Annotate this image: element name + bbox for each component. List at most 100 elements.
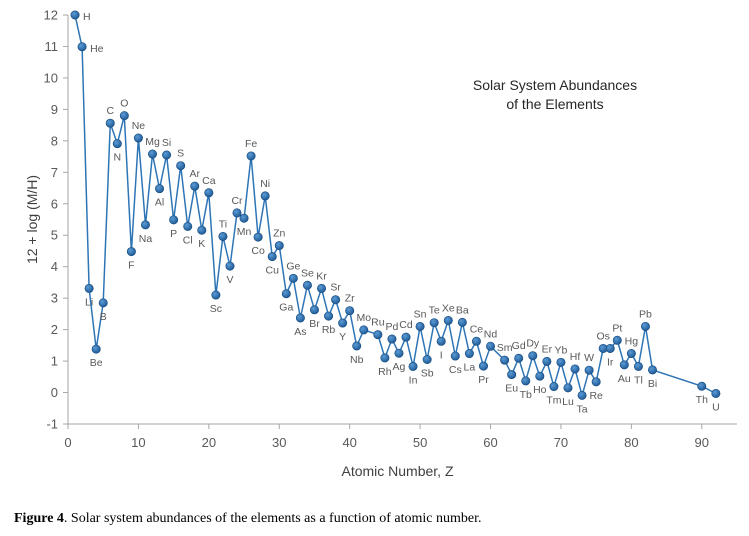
data-point-mn [239, 213, 249, 223]
data-label-al: Al [155, 197, 164, 209]
data-label-pr: Pr [478, 374, 489, 386]
y-tick-label: 3 [51, 291, 58, 306]
data-label-pt: Pt [612, 322, 622, 334]
x-tick-label: 70 [554, 435, 568, 450]
data-label-hg: Hg [625, 336, 639, 348]
data-point-cr [232, 208, 242, 218]
data-label-s: S [177, 148, 184, 160]
data-label-cs: Cs [449, 364, 462, 376]
data-point-cd [401, 332, 411, 342]
data-label-sr: Sr [330, 282, 341, 294]
data-label-ni: Ni [260, 178, 270, 190]
figure-caption-label: Figure 4 [14, 511, 64, 526]
data-label-zn: Zn [273, 228, 285, 240]
data-label-u: U [712, 401, 720, 413]
data-point-n [112, 139, 122, 149]
figure-caption: Figure 4. Solar system abundances of the… [14, 511, 481, 527]
data-label-w: W [584, 352, 594, 364]
data-point-gd [514, 353, 524, 363]
data-label-mn: Mn [237, 226, 252, 238]
data-label-pd: Pd [386, 321, 399, 333]
data-point-u [711, 388, 721, 398]
data-point-f [126, 247, 136, 257]
data-label-br: Br [309, 318, 320, 330]
data-label-mo: Mo [356, 312, 371, 324]
data-point-dy [528, 351, 538, 361]
data-point-w [584, 365, 594, 375]
data-label-er: Er [542, 343, 553, 355]
data-point-kr [317, 283, 327, 293]
data-label-i: I [440, 349, 443, 361]
data-point-la [464, 349, 474, 359]
data-point-bi [647, 365, 657, 375]
data-label-rh: Rh [378, 366, 392, 378]
data-label-p: P [170, 228, 177, 240]
data-point-p [169, 215, 179, 225]
chart-title-line-1: Solar System Abundances [473, 77, 637, 93]
data-point-yb [556, 357, 566, 367]
data-point-zr [345, 306, 355, 316]
y-tick-label: 8 [51, 133, 58, 148]
data-point-ga [281, 289, 291, 299]
data-point-cs [450, 351, 460, 361]
data-point-mo [359, 325, 369, 335]
data-label-lu: Lu [562, 396, 574, 408]
data-label-nb: Nb [350, 354, 364, 366]
x-tick-label: 90 [695, 435, 709, 450]
data-point-zn [274, 241, 284, 251]
data-label-tb: Tb [520, 389, 532, 401]
data-label-na: Na [139, 233, 153, 245]
data-point-hg [626, 349, 636, 359]
chart-title-line-2: of the Elements [506, 96, 603, 112]
data-point-fe [246, 151, 256, 161]
data-label-ir: Ir [607, 356, 614, 368]
data-label-zr: Zr [345, 293, 355, 305]
data-label-ne: Ne [132, 120, 146, 132]
data-point-h [70, 10, 80, 20]
data-point-ti [218, 231, 228, 241]
data-label-cd: Cd [399, 319, 413, 331]
data-point-k [197, 225, 207, 235]
data-label-dy: Dy [526, 338, 540, 350]
data-label-kr: Kr [316, 270, 327, 282]
data-point-er [542, 356, 552, 366]
data-label-in: In [409, 374, 418, 386]
data-point-he [77, 42, 87, 52]
data-label-ho: Ho [533, 384, 547, 396]
data-point-sr [331, 295, 341, 305]
data-point-te [429, 318, 439, 328]
data-point-ag [394, 348, 404, 358]
data-point-nb [352, 341, 362, 351]
data-point-lu [563, 383, 573, 393]
data-point-c [105, 118, 115, 128]
data-label-mg: Mg [145, 136, 160, 148]
data-label-fe: Fe [245, 138, 257, 150]
data-point-in [408, 361, 418, 371]
data-point-i [436, 336, 446, 346]
abundance-series [70, 10, 721, 400]
data-label-ga: Ga [279, 302, 293, 314]
data-point-th [697, 381, 707, 391]
data-label-ag: Ag [393, 361, 406, 373]
data-point-si [162, 150, 172, 160]
data-point-tm [549, 382, 559, 392]
data-point-ta [577, 390, 587, 400]
data-point-pb [640, 321, 650, 331]
data-label-sc: Sc [210, 303, 222, 315]
data-point-ne [133, 133, 143, 143]
data-point-sc [211, 290, 221, 300]
data-point-as [295, 313, 305, 323]
y-tick-label: 7 [51, 165, 58, 180]
y-tick-label: 10 [44, 70, 58, 85]
data-label-co: Co [251, 245, 265, 257]
data-point-xe [443, 315, 453, 325]
data-label-tm: Tm [546, 395, 561, 407]
data-label-ta: Ta [577, 403, 588, 415]
data-point-ar [190, 181, 200, 191]
x-tick-label: 60 [483, 435, 497, 450]
data-point-rb [324, 311, 334, 321]
x-tick-label: 80 [624, 435, 638, 450]
data-point-se [302, 280, 312, 290]
